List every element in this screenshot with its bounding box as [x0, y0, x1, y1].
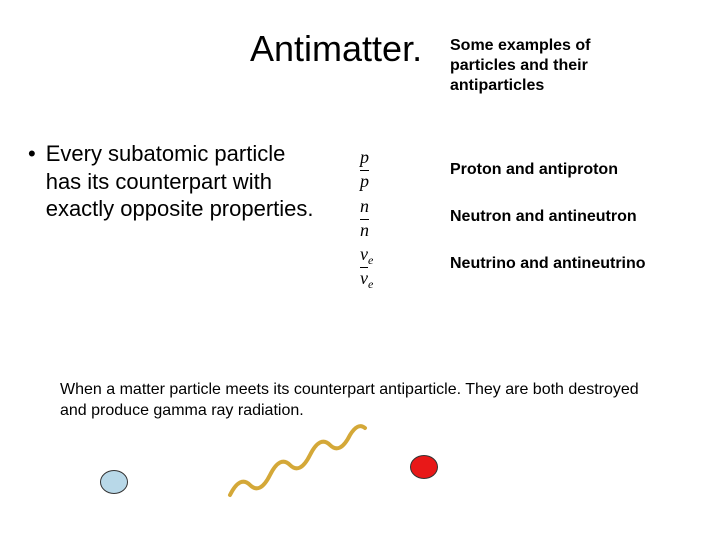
label-neutrino: Neutrino and antineutrino — [450, 254, 670, 273]
gamma-ray-squiggle-icon — [220, 410, 380, 500]
bullet-dot: • — [28, 140, 36, 223]
bullet-body: • Every subatomic particle has its count… — [28, 140, 318, 223]
antimatter-particle-icon — [410, 455, 438, 479]
label-proton: Proton and antiproton — [450, 160, 670, 179]
particle-symbols: p p n n νe νe — [360, 145, 373, 291]
bullet-text: Every subatomic particle has its counter… — [46, 140, 318, 223]
matter-particle-icon — [100, 470, 128, 494]
label-neutron: Neutron and antineutron — [450, 207, 670, 226]
squiggle-path — [230, 426, 365, 495]
slide-title: Antimatter. — [250, 28, 422, 70]
symbol-antineutrino: νe — [360, 266, 373, 290]
slide-subtitle: Some examples of particles and their ant… — [450, 36, 650, 96]
symbol-antiproton: p — [360, 169, 373, 193]
symbol-neutrino: νe — [360, 242, 373, 266]
particle-labels: Proton and antiproton Neutron and antine… — [450, 160, 670, 302]
symbol-proton: p — [360, 145, 373, 169]
symbol-neutron: n — [360, 194, 373, 218]
symbol-antineutron: n — [360, 218, 373, 242]
